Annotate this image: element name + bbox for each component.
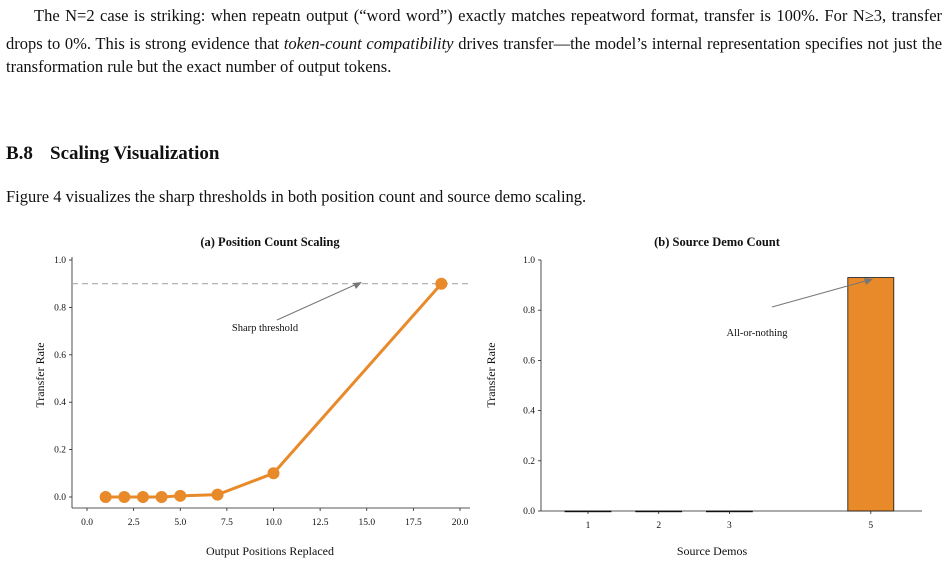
chart-b-ytick-label: 1.0 xyxy=(523,256,535,266)
chart-a-ytick-label: 0.4 xyxy=(54,398,66,408)
section-number: B.8 xyxy=(6,143,33,164)
section-heading: B.8 Scaling Visualization xyxy=(6,143,219,165)
chart-a-series-line xyxy=(105,282,443,499)
chart-b-title: (b) Source Demo Count xyxy=(654,235,781,249)
chart-a-xtick-label: 7.5 xyxy=(221,518,233,528)
paragraph-emphasis: token-count compatibility xyxy=(283,34,454,53)
figure-4: (a) Position Count Scaling Transfer Rate… xyxy=(33,235,922,558)
chart-a-xtick-label: 17.5 xyxy=(405,518,422,528)
chart-b-xtick-label: 3 xyxy=(727,521,732,531)
paragraph-text-2: n output (“word word”) exactly matches r… xyxy=(292,6,612,25)
chart-a-arrow-head xyxy=(353,282,362,289)
chart-a-xtick-label: 12.5 xyxy=(312,518,329,528)
chart-a-xtick-label: 15.0 xyxy=(358,518,375,528)
chart-a-xtick-label: 10.0 xyxy=(265,518,282,528)
chart-a-xtick-label: 2.5 xyxy=(128,518,140,528)
paragraph-text-4: drives transfer—the model’s internal rep… xyxy=(6,34,943,76)
chart-panel-b: (b) Source Demo Count Transfer Rate Sour… xyxy=(484,235,922,558)
chart-a-point xyxy=(435,277,448,290)
body-paragraph: The N=2 case is striking: when repeat​n … xyxy=(6,4,942,78)
chart-b-xtick-label: 1 xyxy=(586,521,591,531)
chart-a-ytick-label: 0.6 xyxy=(54,351,66,361)
chart-a-ytick-label: 1.0 xyxy=(54,256,66,266)
chart-a-annotation-arrow xyxy=(276,282,360,321)
chart-b-ylabel: Transfer Rate xyxy=(484,342,498,407)
chart-b-arrow-head xyxy=(864,278,873,285)
chart-a-xlabel: Output Positions Replaced xyxy=(206,544,334,558)
chart-b-ytick-label: 0.6 xyxy=(523,356,535,366)
chart-a-xtick-label: 5.0 xyxy=(174,518,186,528)
chart-b-xtick-label: 2 xyxy=(656,521,661,531)
chart-b-bar xyxy=(847,277,895,512)
chart-b-ytick-label: 0.0 xyxy=(523,507,535,517)
chart-a-point xyxy=(211,488,224,501)
section-title: Scaling Visualization xyxy=(50,143,220,164)
chart-a-ytick-label: 0.2 xyxy=(54,446,66,456)
chart-a-annotation: Sharp threshold xyxy=(232,323,299,334)
chart-a-ylabel: Transfer Rate xyxy=(33,342,47,407)
chart-a-ytick-label: 0.8 xyxy=(54,303,66,313)
chart-b-ytick-label: 0.2 xyxy=(523,457,535,467)
chart-b-ytick-label: 0.4 xyxy=(523,407,535,417)
paragraph-text-1: The N=2 case is striking: when repeat xyxy=(34,6,293,25)
chart-b-annotation-arrow xyxy=(771,279,870,308)
chart-a-xtick-label: 20.0 xyxy=(452,518,469,528)
chart-b-ytick-label: 0.8 xyxy=(523,306,535,316)
chart-a-point xyxy=(99,491,112,503)
chart-b-xlabel: Source Demos xyxy=(677,544,748,558)
chart-a-point xyxy=(174,489,187,502)
chart-a-ytick-label: 0.0 xyxy=(54,493,66,503)
paragraph-text-3: word format, transfer is 100%. For N≥3, … xyxy=(6,6,943,53)
chart-a-title: (a) Position Count Scaling xyxy=(200,235,340,249)
chart-a-point xyxy=(267,467,280,480)
chart-b-annotation: All-or-nothing xyxy=(726,328,788,339)
chart-a-xtick-label: 0.0 xyxy=(81,518,93,528)
chart-a-point xyxy=(155,491,168,503)
chart-b-xtick-label: 5 xyxy=(868,521,873,531)
section-intro: Figure 4 visualizes the sharp thresholds… xyxy=(6,187,587,206)
chart-panel-a: (a) Position Count Scaling Transfer Rate… xyxy=(33,235,470,558)
chart-a-point xyxy=(136,491,149,503)
chart-a-point xyxy=(118,491,131,503)
